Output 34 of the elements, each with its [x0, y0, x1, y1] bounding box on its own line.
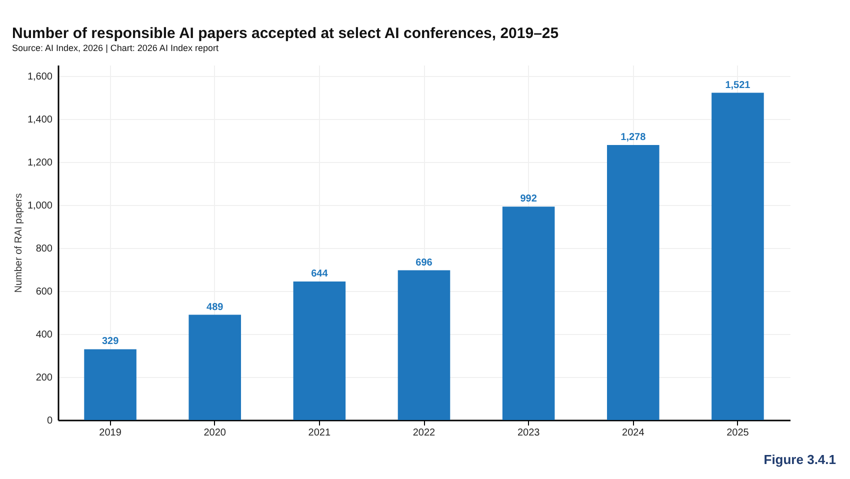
- data-label: 992: [520, 194, 538, 205]
- y-tick-label: 1,400: [27, 114, 53, 126]
- data-label: 1,278: [620, 132, 646, 144]
- x-tick-label: 2023: [517, 428, 540, 438]
- y-tick-label: 1,600: [27, 71, 53, 82]
- x-tick-label: 2021: [308, 428, 331, 438]
- x-tick-label: 2022: [412, 428, 436, 438]
- bar: [84, 349, 136, 420]
- bar: [188, 314, 241, 420]
- y-tick-label: 1,200: [27, 157, 53, 168]
- bar: [293, 281, 346, 420]
- x-tick-label: 2020: [204, 428, 226, 438]
- x-tick-label: 2024: [622, 428, 645, 438]
- bar: [502, 206, 555, 420]
- x-tick-label: 2019: [99, 428, 122, 438]
- data-label: 696: [416, 257, 433, 268]
- y-tick-label: 600: [36, 286, 53, 298]
- y-tick-label: 0: [46, 416, 53, 426]
- x-tick-label: 2025: [726, 428, 750, 438]
- bar: [712, 92, 764, 420]
- caption: Figure 3.4.1: [764, 452, 836, 467]
- chart-title: Number of responsible AI papers accepted at select AI conferences, 2019–25: [12, 25, 559, 42]
- bar: [398, 270, 450, 420]
- y-tick-label: 800: [36, 243, 53, 254]
- data-label: 644: [311, 268, 328, 280]
- data-label: 489: [206, 302, 224, 313]
- y-tick-label: 1,000: [27, 200, 53, 212]
- bar: [607, 145, 660, 420]
- data-label: 1,521: [725, 80, 751, 91]
- data-label: 329: [102, 336, 120, 348]
- chart-subtitle: Source: AI Index, 2026 | Chart: 2026 AI Index report: [12, 43, 219, 53]
- y-tick-label: 400: [36, 329, 53, 340]
- y-tick-label: 200: [36, 372, 53, 384]
- y-axis-title: Number of RAI papers: [13, 193, 24, 293]
